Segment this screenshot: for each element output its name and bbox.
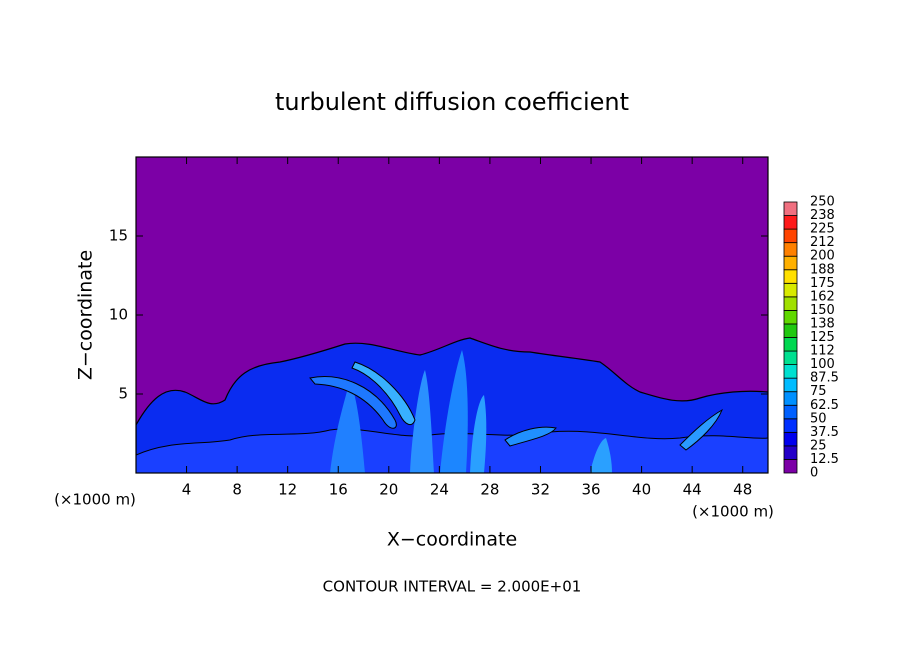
- colorbar-box: [783, 391, 798, 406]
- colorbar-label: 238: [810, 208, 835, 223]
- colorbar-box: [783, 459, 798, 474]
- colorbar-label: 200: [810, 249, 835, 264]
- x-tick-label: 24: [430, 481, 449, 499]
- x-tick-label: 28: [480, 481, 499, 499]
- field-streak: [351, 361, 416, 426]
- colorbar-label: 125: [810, 330, 835, 345]
- colorbar-label: 62.5: [810, 398, 839, 413]
- field-streak: [309, 376, 397, 429]
- x-tick-label: 12: [278, 481, 297, 499]
- colorbar-label: 138: [810, 316, 835, 331]
- x-tick-label: 32: [531, 481, 550, 499]
- colorbar-label: 12.5: [810, 452, 839, 467]
- colorbar-box: [783, 255, 798, 271]
- field-streak: [504, 426, 557, 447]
- colorbar-box: [783, 377, 798, 393]
- colorbar-label: 87.5: [810, 371, 839, 386]
- colorbar-box: [783, 228, 798, 244]
- colorbar-label: 250: [810, 195, 835, 210]
- annotation: CONTOUR INTERVAL = 2.000E+01: [323, 578, 582, 596]
- field-streak: [679, 408, 723, 451]
- x-tick-label: 40: [632, 481, 651, 499]
- colorbar-box: [783, 282, 798, 298]
- colorbar-box: [783, 404, 798, 420]
- colorbar-label: 225: [810, 222, 835, 237]
- y-tick-label: 5: [118, 385, 128, 403]
- x-tick-label: 44: [683, 481, 702, 499]
- colorbar-box: [783, 418, 798, 433]
- colorbar-label: 100: [810, 357, 835, 372]
- colorbar-label: 188: [810, 262, 835, 277]
- field-streak: [470, 395, 487, 473]
- field-streak: [590, 438, 612, 473]
- x-tick-label: 48: [733, 481, 752, 499]
- colorbar-box: [783, 296, 798, 311]
- colorbar-box: [783, 269, 798, 284]
- colorbar-box: [783, 215, 798, 230]
- colorbar-box: [783, 323, 798, 338]
- x-unit-label: (×1000 m): [54, 491, 136, 509]
- colorbar-label: 0: [810, 466, 818, 481]
- colorbar-label: 75: [810, 384, 827, 399]
- x-tick-label: 20: [379, 481, 398, 499]
- x-unit-label: (×1000 m): [692, 503, 774, 521]
- field-streak: [440, 350, 468, 473]
- colorbar-box: [783, 364, 798, 379]
- field-streak: [330, 380, 365, 473]
- colorbar-label: 25: [810, 438, 827, 453]
- colorbar-label: 112: [810, 344, 835, 359]
- colorbar-label: 212: [810, 235, 835, 250]
- x-tick-label: 16: [329, 481, 348, 499]
- colorbar-box: [783, 242, 798, 257]
- x-tick-label: 4: [182, 481, 192, 499]
- colorbar-box: [783, 431, 798, 447]
- y-axis-label: Z−coordinate: [75, 250, 97, 380]
- y-tick-label: 15: [109, 227, 128, 245]
- colorbar-label: 162: [810, 289, 835, 304]
- x-axis-label: X−coordinate: [387, 529, 517, 551]
- field: [136, 337, 768, 473]
- colorbar-box: [783, 350, 798, 365]
- colorbar-box: [783, 309, 798, 325]
- colorbar-box: [783, 445, 798, 460]
- x-tick-label: 8: [232, 481, 242, 499]
- y-tick-label: 10: [109, 306, 128, 324]
- colorbar-box: [783, 201, 798, 216]
- chart-title: turbulent diffusion coefficient: [275, 88, 629, 116]
- x-tick-label: 36: [581, 481, 600, 499]
- colorbar-box: [783, 337, 798, 352]
- field-streak: [410, 370, 434, 473]
- colorbar-label: 150: [810, 303, 835, 318]
- colorbar-label: 37.5: [810, 425, 839, 440]
- colorbar-label: 175: [810, 276, 835, 291]
- colorbar-label: 50: [810, 411, 827, 426]
